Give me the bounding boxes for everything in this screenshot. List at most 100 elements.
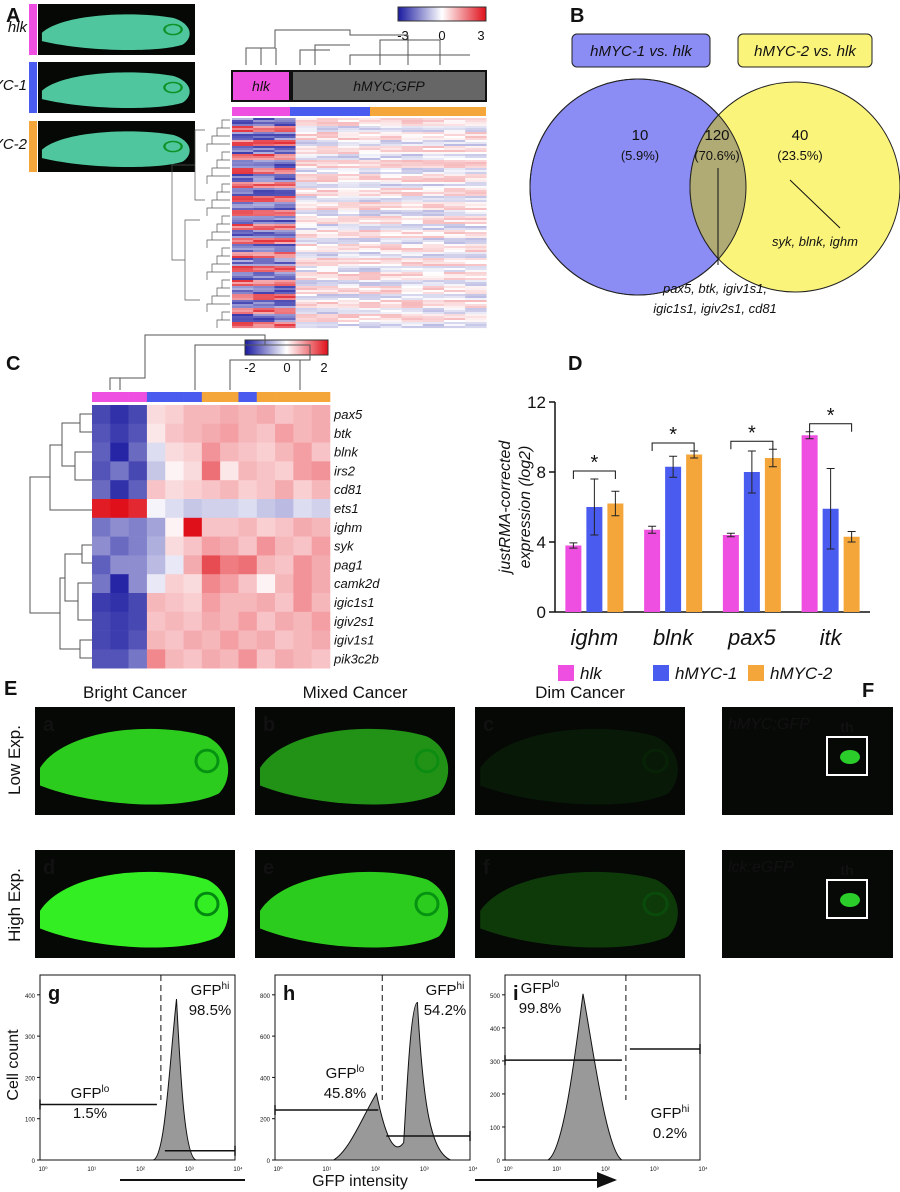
heat-cell [253,294,275,297]
heat-cell [253,304,275,307]
fish [41,14,190,51]
heat-cell [295,224,317,227]
heat-cell [295,134,317,137]
heat-cell [316,258,339,261]
heat-cell [253,314,275,317]
heat-cell [444,278,466,281]
heat-cell [359,268,381,271]
heat-cell [380,250,402,253]
heat-cell [253,200,275,203]
heat-cell [359,178,381,181]
leader [789,179,841,229]
y-tick-label: 200 [260,1118,271,1124]
heat-cell [316,244,339,247]
heat-cell [422,130,445,133]
heat-cell [338,294,360,297]
heat-cell [274,126,296,129]
heat-cell [401,118,423,121]
heat-cell [201,649,221,669]
heat-cell [359,322,381,325]
heat-cell [380,158,402,161]
heat-cell [359,168,381,171]
heat-cell [359,280,381,283]
heat-cell [232,146,254,149]
heat-cell [316,178,339,181]
heat-cell [422,138,445,141]
heat-cell [253,306,275,309]
heat-cell [274,168,296,171]
heat-cell [401,242,423,245]
heat-cell [183,423,203,443]
heat-cell [110,536,129,556]
heat-cell [338,178,360,181]
gene-list: syk, blnk, ighm [772,234,858,249]
heat-cell [274,212,296,215]
heat-cell [316,312,339,315]
heat-cell [316,278,339,281]
heat-cell [274,270,296,273]
heat-cell [401,140,423,143]
heat-cell [444,206,466,209]
heat-cell [232,314,254,317]
heat-cell [110,499,129,519]
heat-cell [380,162,402,165]
heat-cell [238,574,258,594]
heat-cell [232,198,254,201]
heat-cell [316,314,339,317]
gate-pct: 99.8% [519,1000,562,1017]
heat-cell [295,172,317,175]
heat-cell [465,200,487,203]
heat-cell [401,182,423,185]
heat-cell [465,278,487,281]
heat-cell [295,266,317,269]
heat-cell [253,136,275,139]
heat-cell [253,186,275,189]
heat-cell [380,180,402,183]
heat-cell [232,206,254,209]
heat-cell [444,234,466,237]
heat-cell [165,536,184,556]
heat-cell [295,316,317,319]
heat-cell [465,260,487,263]
heat-cell [274,306,296,309]
column-dendrogram [109,334,311,390]
heat-cell [401,288,423,291]
heat-cell [128,555,148,575]
heat-cell [359,240,381,243]
heat-cell [293,480,312,500]
heat-cell [422,222,445,225]
heat-cell [232,258,254,261]
heat-cell [232,162,254,165]
heat-cell [422,244,445,247]
heat-cell [275,536,294,556]
image-label: hMYC;GFP [728,716,810,733]
heat-cell [274,236,296,239]
x-tick-label: 10¹ [87,1167,96,1173]
heat-cell [293,593,312,613]
heat-cell [293,517,312,537]
heat-cell [165,649,184,669]
heat-cell [338,324,360,327]
heat-cell [380,272,402,275]
heat-cell [359,234,381,237]
heat-cell [444,256,466,259]
heat-cell [444,176,466,179]
gene-list: igic1s1, igiv2s1, cd81 [653,301,777,316]
heat-cell [232,326,254,329]
heat-cell [359,304,381,307]
heat-cell [465,244,487,247]
x-tick-label: 10³ [185,1167,194,1173]
heat-cell [380,174,402,177]
heat-cell [238,499,258,519]
heat-cell [295,264,317,267]
heat-cell [338,298,360,301]
heat-cell [274,246,296,249]
heat-cell [201,499,221,519]
heat-cell [295,290,317,293]
heat-cell [232,196,254,199]
heat-cell [422,154,445,157]
heat-cell [274,266,296,269]
legend-swatch [748,665,764,681]
heat-cell [401,152,423,155]
heat-cell [253,146,275,149]
